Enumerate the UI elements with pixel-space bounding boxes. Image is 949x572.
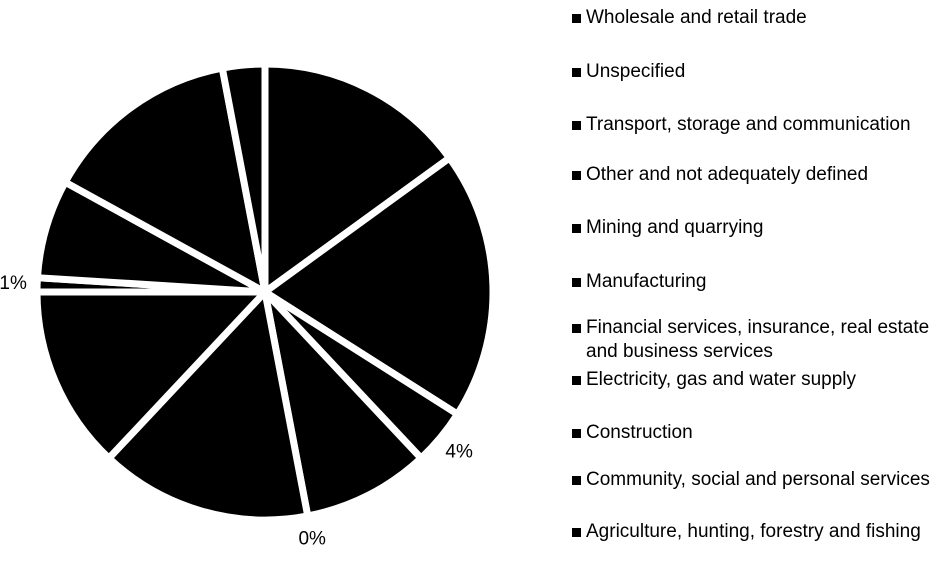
legend-item: Mining and quarrying [572,216,944,240]
legend-label: Financial services, insurance, real esta… [586,317,930,362]
legend-item: Community, social and personal services [572,468,944,492]
legend-label: Electricity, gas and water supply [586,369,856,390]
legend-swatch [572,68,581,77]
legend-swatch [572,528,581,537]
legend-item: Manufacturing [572,270,944,294]
legend-item: Financial services, insurance, real esta… [572,316,944,364]
legend-swatch [572,278,581,287]
pie-slice [258,153,497,420]
legend-item: Electricity, gas and water supply [572,368,944,392]
legend-item: Transport, storage and communication [572,113,944,137]
legend-label: Other and not adequately defined [586,164,869,185]
pie-slice [261,60,455,299]
pie-slice [218,60,269,293]
pie-slice [33,288,274,464]
legend-label: Transport, storage and communication [586,114,911,135]
legend-swatch [572,324,581,333]
legend-item: Wholesale and retail trade [572,6,944,30]
pie-slice [60,63,270,299]
legend-swatch [572,376,581,385]
legend-label: Manufacturing [586,271,707,292]
legend-label: Wholesale and retail trade [586,7,807,28]
legend-item: Agriculture, hunting, forestry and fishi… [572,520,944,544]
pie-slice [259,280,427,521]
legend-label: Construction [586,422,693,443]
legend-label: Community, social and personal services [586,469,930,490]
legend-swatch [572,429,581,438]
legend-swatch [572,224,581,233]
data-label: 1% [0,273,27,294]
legend-item: Unspecified [572,60,944,84]
legend-swatch [572,121,581,130]
legend-swatch [572,476,581,485]
legend-label: Unspecified [586,61,686,82]
legend-label: Mining and quarrying [586,217,764,238]
legend-item: Other and not adequately defined [572,163,944,187]
legend-item: Construction [572,421,944,445]
data-label: 4% [445,442,473,463]
pie-slice [103,284,312,524]
legend-label: Agriculture, hunting, forestry and fishi… [586,521,921,542]
legend-swatch [572,14,581,23]
legend-swatch [572,171,581,180]
data-label: 0% [298,529,326,550]
